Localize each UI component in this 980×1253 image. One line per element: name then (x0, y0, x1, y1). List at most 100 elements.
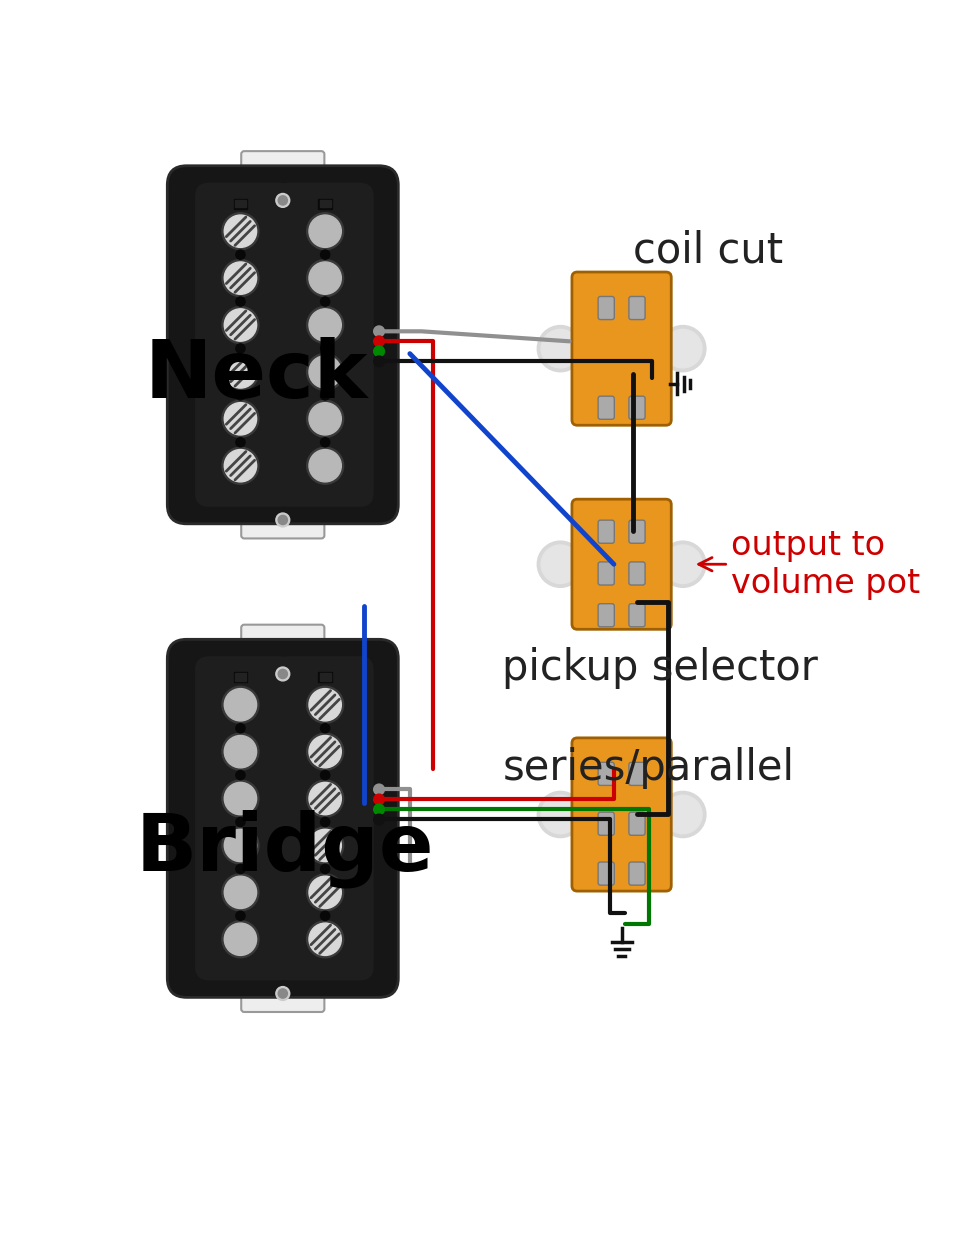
FancyBboxPatch shape (629, 604, 645, 626)
FancyBboxPatch shape (629, 561, 645, 585)
Circle shape (224, 402, 257, 435)
Circle shape (307, 827, 344, 863)
Circle shape (221, 733, 259, 771)
Circle shape (374, 356, 384, 366)
Circle shape (320, 251, 330, 259)
Circle shape (221, 213, 259, 249)
Bar (318, 199, 332, 209)
FancyBboxPatch shape (598, 297, 614, 320)
Circle shape (236, 865, 245, 873)
Text: pickup selector: pickup selector (503, 647, 818, 689)
Circle shape (537, 541, 583, 588)
Circle shape (224, 356, 257, 388)
Circle shape (307, 687, 344, 723)
Circle shape (541, 796, 579, 833)
Circle shape (276, 512, 290, 528)
Circle shape (309, 216, 341, 247)
Circle shape (221, 873, 259, 911)
Circle shape (660, 326, 706, 372)
Circle shape (221, 307, 259, 343)
FancyBboxPatch shape (629, 862, 645, 885)
Circle shape (307, 873, 344, 911)
Circle shape (236, 723, 245, 733)
Circle shape (374, 784, 384, 794)
FancyBboxPatch shape (629, 396, 645, 420)
Circle shape (221, 400, 259, 437)
Text: coil cut: coil cut (633, 229, 783, 272)
Circle shape (320, 437, 330, 447)
Circle shape (537, 326, 583, 372)
FancyBboxPatch shape (572, 272, 671, 425)
Circle shape (224, 876, 257, 908)
Circle shape (320, 865, 330, 873)
Circle shape (236, 343, 245, 353)
Circle shape (224, 450, 257, 482)
Circle shape (309, 689, 341, 720)
Circle shape (320, 771, 330, 779)
FancyBboxPatch shape (629, 762, 645, 786)
Text: Neck: Neck (144, 337, 368, 415)
Circle shape (307, 307, 344, 343)
FancyBboxPatch shape (598, 561, 614, 585)
Bar (318, 673, 332, 683)
Circle shape (236, 771, 245, 779)
Circle shape (236, 817, 245, 827)
Circle shape (541, 330, 579, 368)
Circle shape (660, 792, 706, 837)
Circle shape (374, 804, 384, 814)
Circle shape (276, 193, 290, 207)
Circle shape (320, 723, 330, 733)
Circle shape (224, 689, 257, 720)
FancyBboxPatch shape (598, 520, 614, 544)
Circle shape (236, 437, 245, 447)
Circle shape (320, 297, 330, 306)
Circle shape (309, 262, 341, 294)
Circle shape (224, 829, 257, 862)
Circle shape (307, 781, 344, 817)
Circle shape (309, 876, 341, 908)
Circle shape (320, 391, 330, 400)
FancyBboxPatch shape (168, 165, 398, 524)
FancyBboxPatch shape (598, 762, 614, 786)
Circle shape (278, 669, 287, 679)
Circle shape (307, 921, 344, 957)
FancyBboxPatch shape (598, 396, 614, 420)
Circle shape (309, 829, 341, 862)
Circle shape (374, 794, 384, 804)
Circle shape (307, 213, 344, 249)
FancyBboxPatch shape (598, 862, 614, 885)
Circle shape (224, 782, 257, 814)
FancyBboxPatch shape (629, 520, 645, 544)
FancyBboxPatch shape (275, 183, 373, 507)
Circle shape (221, 687, 259, 723)
FancyBboxPatch shape (572, 499, 671, 629)
FancyBboxPatch shape (241, 152, 324, 188)
Circle shape (663, 796, 702, 833)
Circle shape (309, 402, 341, 435)
Circle shape (307, 733, 344, 771)
Circle shape (660, 541, 706, 588)
Circle shape (224, 736, 257, 768)
Circle shape (309, 450, 341, 482)
Text: series/parallel: series/parallel (503, 747, 794, 789)
FancyBboxPatch shape (241, 501, 324, 539)
Circle shape (320, 817, 330, 827)
Circle shape (307, 400, 344, 437)
Circle shape (374, 336, 384, 346)
Circle shape (276, 986, 290, 1000)
Circle shape (236, 911, 245, 921)
FancyBboxPatch shape (168, 639, 398, 997)
Circle shape (541, 545, 579, 584)
Bar (235, 199, 246, 207)
Bar (319, 199, 330, 207)
Circle shape (309, 736, 341, 768)
Circle shape (224, 923, 257, 956)
Circle shape (221, 447, 259, 484)
Circle shape (663, 330, 702, 368)
Circle shape (278, 515, 287, 525)
Bar (235, 673, 246, 680)
Circle shape (276, 667, 290, 680)
FancyBboxPatch shape (241, 625, 324, 662)
Circle shape (309, 923, 341, 956)
Circle shape (221, 259, 259, 297)
